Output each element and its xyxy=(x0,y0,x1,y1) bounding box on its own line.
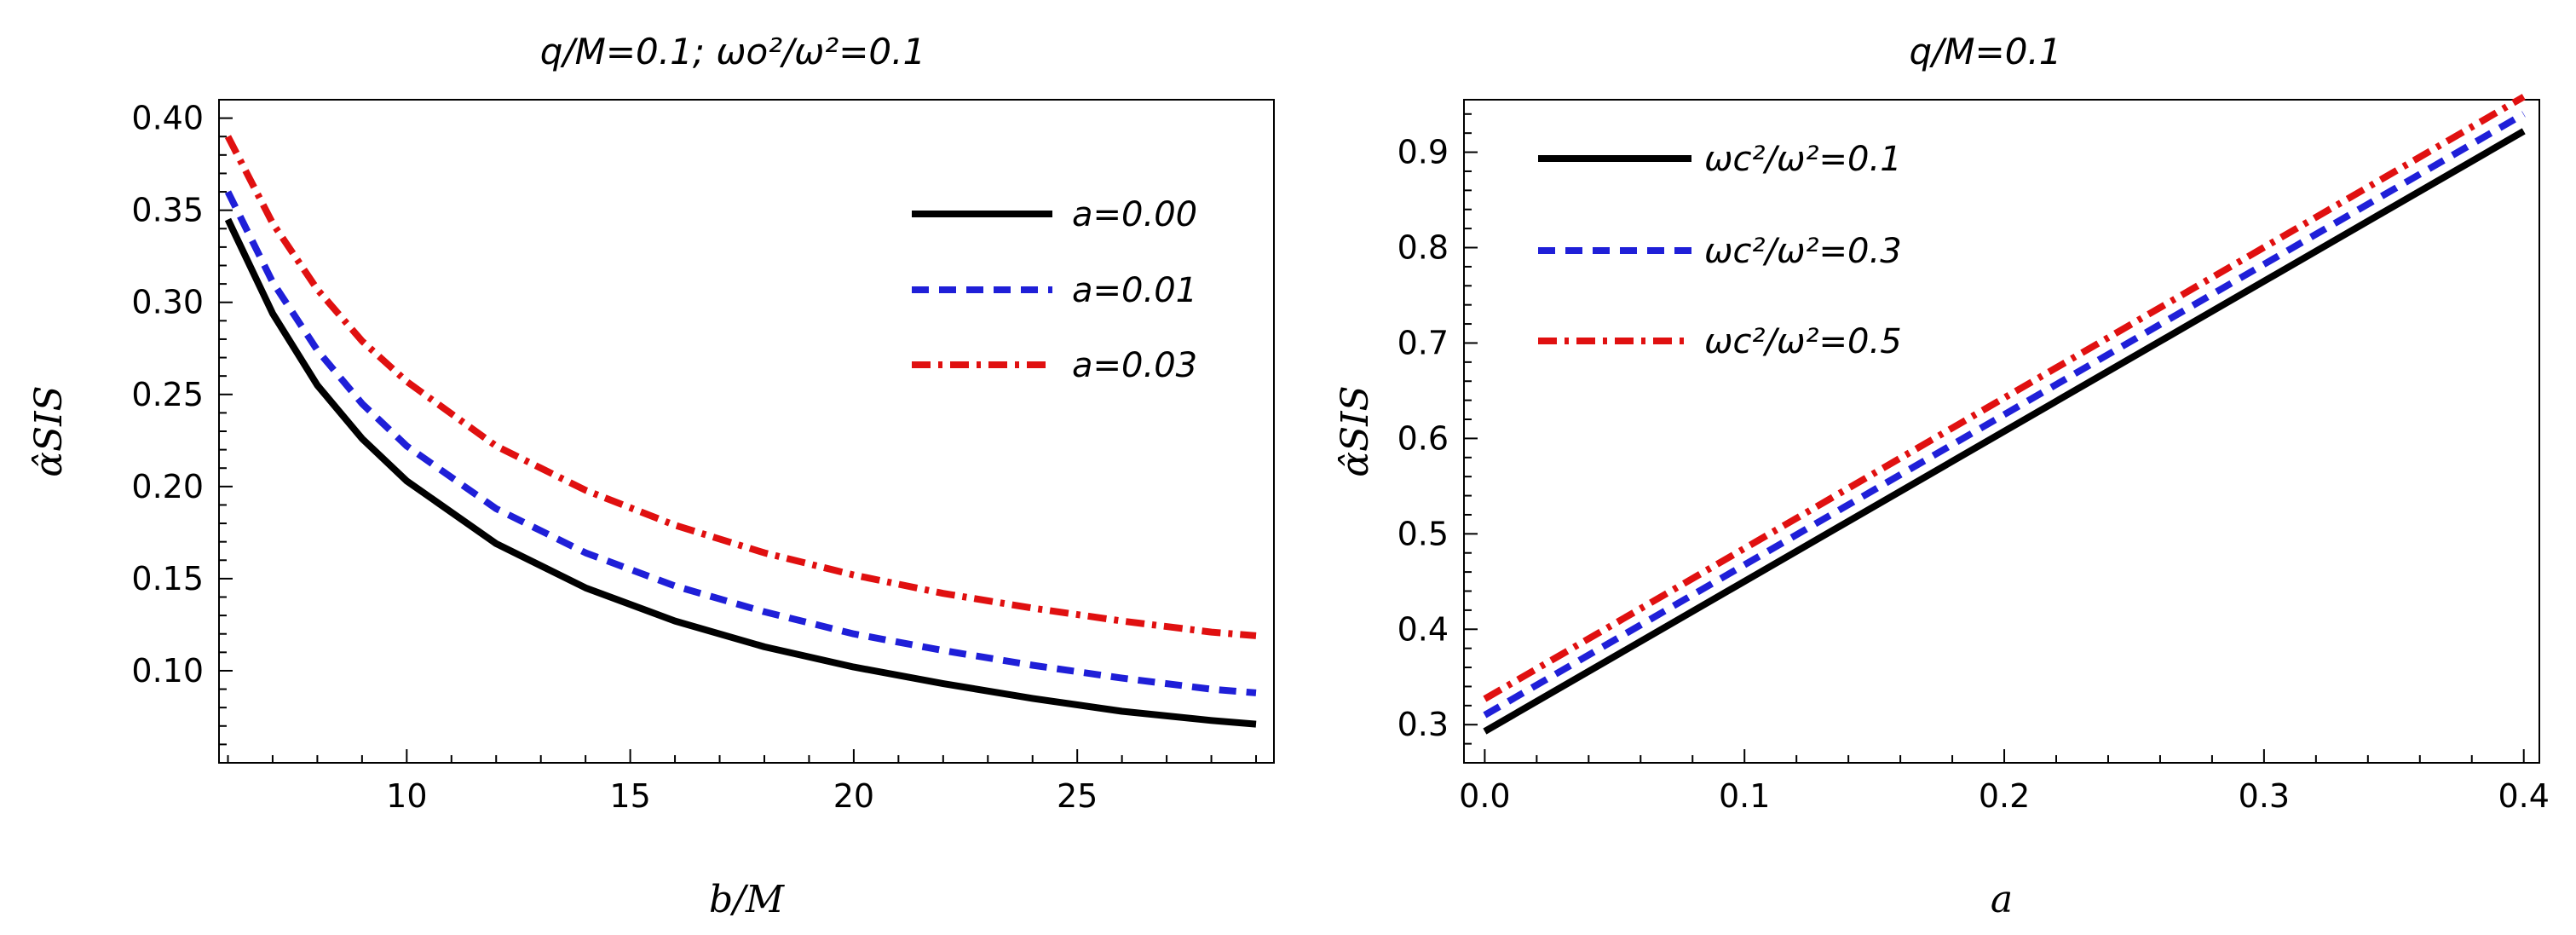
legend-label-a001: a=0.01 xyxy=(1072,271,1197,310)
right-chart: q/M=0.1 0.0 0.1 0.2 0.3 0.4 0.3 0.4 0.5 0.6 0.7 0… xyxy=(1334,31,2550,921)
left-chart: q/M=0.1; ωo²/ω²=0.1 10 15 20 25 0.10 0.15 0.2… xyxy=(27,31,1275,921)
y-tick-label: 0.3 xyxy=(1397,706,1449,743)
y-tick-label: 0.6 xyxy=(1397,419,1449,457)
left-chart-title: q/M=0.1; ωo²/ω²=0.1 xyxy=(540,31,925,72)
x-tick-label: 25 xyxy=(1057,777,1098,815)
y-tick-label: 0.7 xyxy=(1397,324,1449,361)
right-chart-title: q/M=0.1 xyxy=(1909,31,2061,72)
x-tick-label: 0.3 xyxy=(2239,777,2290,815)
y-tick-label: 0.4 xyxy=(1397,610,1449,648)
y-tick-label: 0.35 xyxy=(131,192,204,229)
y-tick-label: 0.5 xyxy=(1397,515,1449,552)
legend-label-omega03: ωc²/ω²=0.3 xyxy=(1704,232,1902,271)
series-line-2 xyxy=(1483,94,2526,702)
x-tick-label: 20 xyxy=(833,777,874,815)
series-line-1 xyxy=(1483,111,2526,719)
x-tick-label: 0.2 xyxy=(1979,777,2030,815)
y-tick-label: 0.40 xyxy=(131,100,204,137)
x-tick-label: 0.0 xyxy=(1459,777,1510,815)
y-tick-label: 0.8 xyxy=(1397,229,1449,267)
legend-label-omega01: ωc²/ω²=0.1 xyxy=(1704,140,1902,179)
legend-label-a003: a=0.03 xyxy=(1072,346,1197,385)
series-line-1 xyxy=(224,190,1257,696)
right-legend: ωc²/ω²=0.1 ωc²/ω²=0.3 ωc²/ω²=0.5 xyxy=(1538,140,1902,361)
y-tick-label: 0.25 xyxy=(131,376,204,413)
y-tick-label: 0.9 xyxy=(1397,134,1449,171)
y-tick-label: 0.15 xyxy=(131,560,204,597)
legend-label-omega05: ωc²/ω²=0.5 xyxy=(1704,322,1902,361)
left-legend: a=0.00 a=0.01 a=0.03 xyxy=(912,195,1197,385)
series-line-0 xyxy=(224,217,1257,728)
right-y-axis-label: α̂SIS xyxy=(1334,385,1377,476)
x-tick-label: 0.1 xyxy=(1719,777,1770,815)
left-y-axis-label: α̂SIS xyxy=(27,385,71,476)
right-x-axis-label: a xyxy=(1991,878,2013,921)
left-x-axis-label: b/M xyxy=(709,878,785,921)
y-tick-label: 0.20 xyxy=(131,468,204,505)
legend-label-a000: a=0.00 xyxy=(1072,195,1197,234)
series-line-0 xyxy=(1483,128,2526,735)
right-plot-frame xyxy=(1463,99,2540,764)
x-tick-label: 10 xyxy=(386,777,427,815)
x-tick-label: 15 xyxy=(609,777,650,815)
y-tick-label: 0.30 xyxy=(131,284,204,321)
x-tick-label: 0.4 xyxy=(2498,777,2549,815)
y-tick-label: 0.10 xyxy=(131,652,204,690)
series-line-2 xyxy=(224,135,1257,639)
